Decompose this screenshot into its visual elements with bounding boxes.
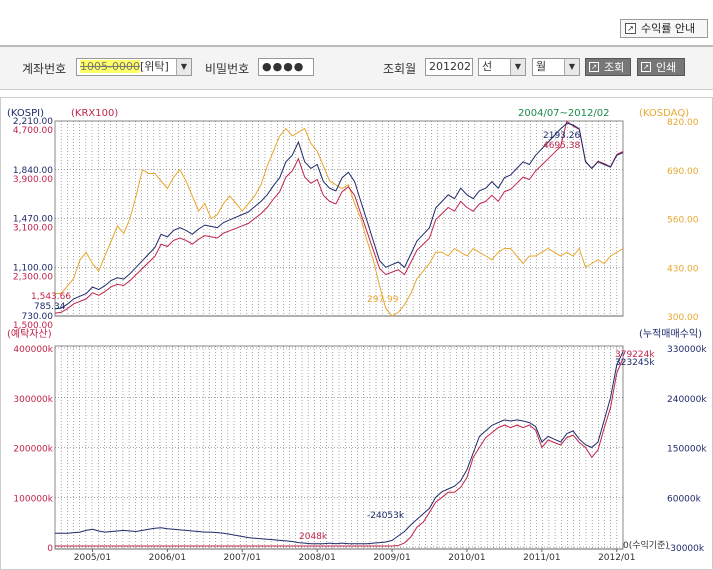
assets-tick-label: 300000k [13, 395, 53, 405]
kospi-series-line [54, 122, 624, 310]
assets-mid-label: 2048k [299, 532, 328, 542]
password-field[interactable]: ●●●● [258, 58, 314, 76]
query-bar: 계좌번호 1005-0000[위탁] ▼ 비밀번호 ●●●● 조회월 20120… [0, 45, 713, 90]
kosdaq-tick-label: 820.00 [667, 118, 699, 128]
x-tick-label: 2008/01 [298, 553, 335, 563]
kosdaq-series-line [55, 127, 624, 317]
kosdaq-tick-label: 690.00 [667, 167, 699, 177]
x-tick-label: 2007/01 [224, 553, 261, 563]
profit-tick-label: 240000k [667, 395, 707, 405]
assets-tick-label: 0 [47, 544, 53, 554]
krx100-series-line [54, 120, 624, 314]
account-number: 1005-0000 [80, 60, 140, 73]
chevron-down-icon: ▼ [564, 59, 579, 75]
profit-tick-label: 60000k [667, 494, 702, 504]
profit-tick-label: -30000k [667, 544, 705, 554]
assets-legend: (예탁자산) [7, 328, 52, 340]
profit-tick-label: 150000k [667, 445, 707, 455]
profit-legend: (누적매매수익) [639, 328, 702, 340]
period-input[interactable]: 201202 [425, 58, 473, 76]
kosdaq-low-label: 297.99 [367, 295, 399, 305]
profit-series-line [55, 351, 624, 545]
kosdaq-tick-label: 560.00 [667, 216, 699, 226]
x-tick-label: 2009/01 [373, 553, 410, 563]
krx100-legend: (KRX100) [71, 108, 118, 119]
profit-guide-label: 수익률 안내 [641, 22, 696, 35]
period-label: 조회월 [383, 62, 417, 76]
option2-select[interactable]: 월 ▼ [532, 58, 580, 76]
kospi-tick-label: 730.00 [22, 312, 54, 322]
kospi-tick-label: 2,210.00 [13, 117, 53, 127]
kospi-legend: (KOSPI) [7, 108, 44, 119]
krx100-tick-label: 1,500.00 [13, 321, 53, 331]
kospi-start-label: 785.34 [34, 302, 66, 312]
kosdaq-legend: (KOSDAQ) [639, 108, 689, 119]
account-select[interactable]: 1005-0000[위탁] ▼ [76, 58, 192, 76]
chevron-down-icon: ▼ [176, 59, 191, 75]
krx100-tick-label: 3,100.00 [13, 224, 53, 234]
profit-end-label: 323245k [615, 358, 655, 368]
password-label: 비밀번호 [205, 62, 250, 76]
krx100-start-label: 1,543.66 [31, 292, 71, 302]
popup-icon: ↗ [625, 23, 636, 34]
option1-select[interactable]: 선 ▼ [478, 58, 526, 76]
chart-panel: (KOSPI) (KRX100) 2004/07~2012/02 (KOSDAQ… [0, 97, 713, 570]
option1-value: 선 [482, 60, 493, 73]
kosdaq-tick-label: 300.00 [667, 313, 699, 323]
assets-end-label: 379224k [615, 350, 655, 360]
account-type: [위탁] [139, 60, 169, 73]
zero-baseline-label: 0(수익기준) [623, 539, 669, 551]
period-range-label: 2004/07~2012/02 [518, 108, 609, 119]
krx100-tick-label: 4,700.00 [13, 126, 53, 136]
assets-series-line [55, 358, 624, 547]
chevron-down-icon: ▼ [510, 59, 525, 75]
search-button-label: 조회 [604, 61, 625, 74]
kospi-tick-label: 1,470.00 [13, 215, 53, 225]
profit-mid-label: -24053k [367, 511, 405, 521]
krx100-end-label: 4695.38 [543, 141, 580, 151]
search-button[interactable]: ↗ 조회 [585, 58, 631, 76]
print-arrow-icon: ↗ [641, 62, 651, 72]
assets-tick-label: 400000k [13, 345, 53, 355]
print-button-label: 인쇄 [656, 61, 677, 74]
account-label: 계좌번호 [22, 62, 67, 76]
x-tick-label: 2011/01 [523, 553, 560, 563]
x-tick-label: 2012/01 [598, 553, 635, 563]
profit-guide-button[interactable]: ↗ 수익률 안내 [620, 19, 708, 38]
search-arrow-icon: ↗ [589, 62, 599, 72]
x-tick-label: 2006/01 [149, 553, 186, 563]
kosdaq-tick-label: 430.00 [667, 264, 699, 274]
kospi-end-label: 2193.26 [543, 131, 580, 141]
assets-tick-label: 200000k [13, 445, 53, 455]
profit-tick-label: 330000k [667, 345, 707, 355]
kospi-tick-label: 1,840.00 [13, 166, 53, 176]
kospi-tick-label: 1,100.00 [13, 263, 53, 273]
assets-tick-label: 100000k [13, 494, 53, 504]
print-button[interactable]: ↗ 인쇄 [637, 58, 685, 76]
x-tick-label: 2005/01 [74, 553, 111, 563]
krx100-tick-label: 2,300.00 [13, 272, 53, 282]
option2-value: 월 [536, 60, 547, 73]
x-tick-label: 2010/01 [448, 553, 485, 563]
krx100-tick-label: 3,900.00 [13, 175, 53, 185]
chart-svg: (KOSPI) (KRX100) 2004/07~2012/02 (KOSDAQ… [7, 108, 707, 563]
